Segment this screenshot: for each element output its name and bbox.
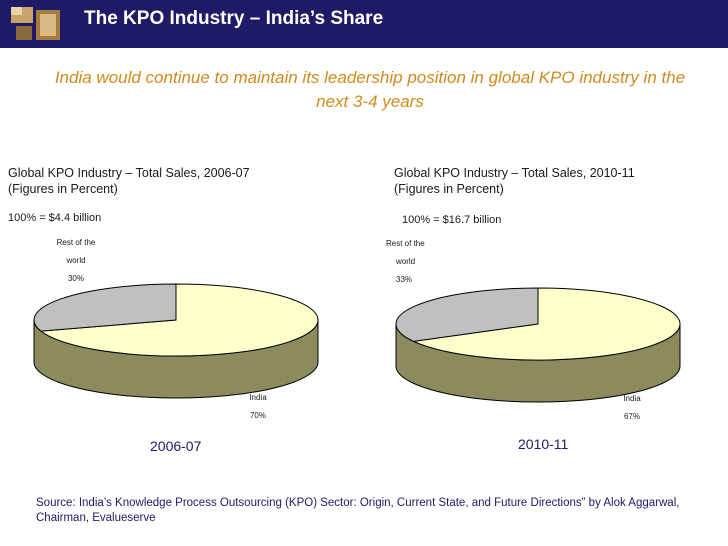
chart-2-rest-name-2: world	[396, 257, 416, 266]
page-title: The KPO Industry – India’s Share	[84, 8, 384, 29]
chart-2-india-value: 67%	[623, 412, 640, 421]
chart-2-rest-slice	[395, 287, 539, 342]
chart-1-rest-name-2: world	[66, 256, 86, 265]
chart-2-year-label: 2010-11	[518, 436, 569, 452]
chart-2-rest-value: 33%	[396, 275, 413, 284]
logo-icon	[8, 4, 68, 44]
chart-2-india-name: India	[623, 394, 641, 403]
chart-2-title-line2: (Figures in Percent)	[394, 182, 504, 196]
chart-1-india-name: India	[249, 393, 267, 402]
chart-1-title-line1: Global KPO Industry – Total Sales, 2006-…	[8, 166, 250, 180]
chart-1-rest-value: 30%	[67, 274, 84, 283]
chart-1-rest-label: Rest of the world 30%	[40, 234, 112, 288]
chart-2-title-line1: Global KPO Industry – Total Sales, 2010-…	[394, 166, 635, 180]
chart-2-india-slice	[411, 287, 681, 361]
chart-1-year-label: 2006-07	[150, 438, 202, 454]
chart-2-rest-label: Rest of the world 33%	[386, 235, 442, 289]
chart-1-title: Global KPO Industry – Total Sales, 2006-…	[8, 165, 250, 197]
chart-2-rest-name-1: Rest of the	[386, 239, 425, 248]
chart-2-title: Global KPO Industry – Total Sales, 2010-…	[394, 165, 635, 197]
chart-1-total-note: 100% = $4.4 billion	[8, 212, 102, 224]
chart-1-india-value: 70%	[249, 411, 266, 420]
chart-2-total-note: 100% = $16.7 billion	[402, 214, 502, 226]
subtitle: India would continue to maintain its lea…	[54, 68, 686, 111]
chart-1-india-label: India 70%	[240, 389, 276, 425]
chart-1-rest-slice	[33, 283, 177, 332]
chart-1-title-line2: (Figures in Percent)	[8, 182, 118, 196]
header-bar: The KPO Industry – India’s Share	[0, 0, 728, 48]
chart-1-india-slice	[39, 283, 319, 357]
source-note: Source: India’s Knowledge Process Outsou…	[36, 497, 680, 524]
chart-1-rest-name-1: Rest of the	[56, 238, 96, 247]
chart-2-india-label: India 67%	[614, 390, 650, 426]
